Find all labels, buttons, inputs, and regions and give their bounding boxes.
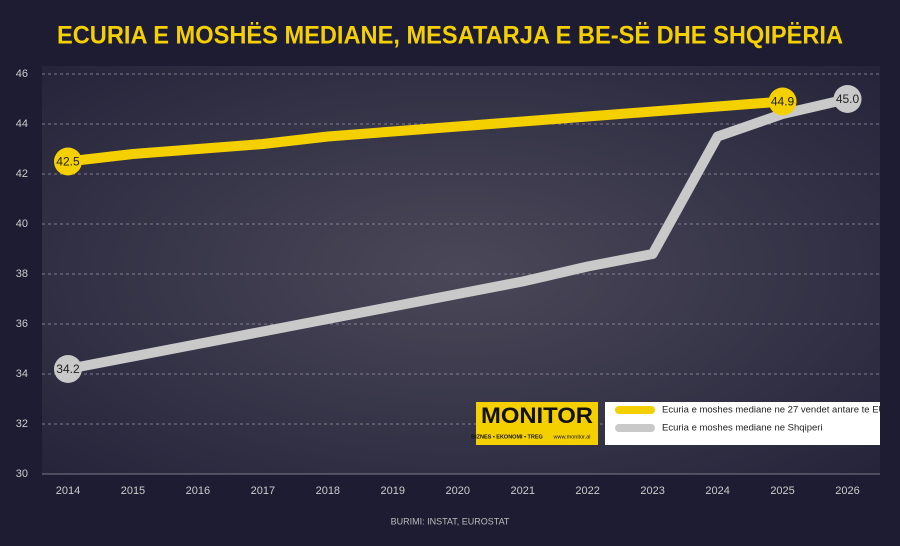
point-marker (53, 355, 82, 383)
y-tick-label: 42 (16, 168, 28, 180)
x-tick-label: 2023 (640, 485, 664, 497)
x-tick-label: 2014 (56, 485, 80, 497)
line (67, 94, 849, 374)
y-tick-label: 44 (16, 118, 28, 130)
chart-title: ECURIA E MOSHËS MEDIANE, MESATARJA E BE-… (57, 22, 843, 50)
x-tick-label: 2026 (835, 485, 859, 497)
point-marker (53, 147, 82, 176)
x-tick-label: 2018 (316, 485, 340, 497)
x-tick-label: 2024 (705, 485, 729, 497)
x-tick-label: 2016 (186, 485, 210, 497)
y-tick-label: 36 (16, 318, 28, 330)
y-tick-label: 34 (16, 368, 28, 380)
y-tick-label: 38 (16, 268, 28, 280)
x-tick-label: 2019 (381, 485, 405, 497)
y-tick-label: 32 (16, 418, 28, 430)
data-label: 45.0 (836, 92, 860, 106)
legend-label: Ecuria e moshes mediane ne Shqiperi (662, 423, 823, 434)
logo: MONITOR BIZNES • EKONOMI • TREG www.moni… (471, 402, 598, 445)
y-tick-label: 40 (16, 218, 28, 230)
data-label: 42.5 (56, 155, 80, 169)
legend-swatch (615, 424, 655, 432)
logo-box (476, 402, 598, 445)
x-tick-label: 2020 (446, 485, 470, 497)
x-tick-label: 2022 (575, 485, 599, 497)
y-tick-label: 30 (16, 468, 28, 480)
logo-name: MONITOR (481, 403, 593, 428)
data-label: 34.2 (56, 362, 80, 376)
source: BURIMI: INSTAT, EUROSTAT (391, 516, 510, 526)
y-tick-label: 46 (16, 68, 28, 80)
point-marker (833, 85, 862, 113)
logo-tagline: BIZNES • EKONOMI • TREG (471, 434, 543, 440)
x-tick-label: 2015 (121, 485, 145, 497)
legend-label: Ecuria e moshes mediane ne 27 vendet ant… (662, 405, 886, 416)
x-tick-label: 2025 (770, 485, 794, 497)
data-label: 44.9 (771, 95, 795, 109)
line (67, 96, 783, 167)
x-tick-label: 2021 (510, 485, 534, 497)
legend-swatch (615, 406, 655, 414)
x-tick-label: 2017 (251, 485, 275, 497)
point-marker (768, 87, 797, 116)
logo-url: www.monitor.al (553, 434, 591, 440)
